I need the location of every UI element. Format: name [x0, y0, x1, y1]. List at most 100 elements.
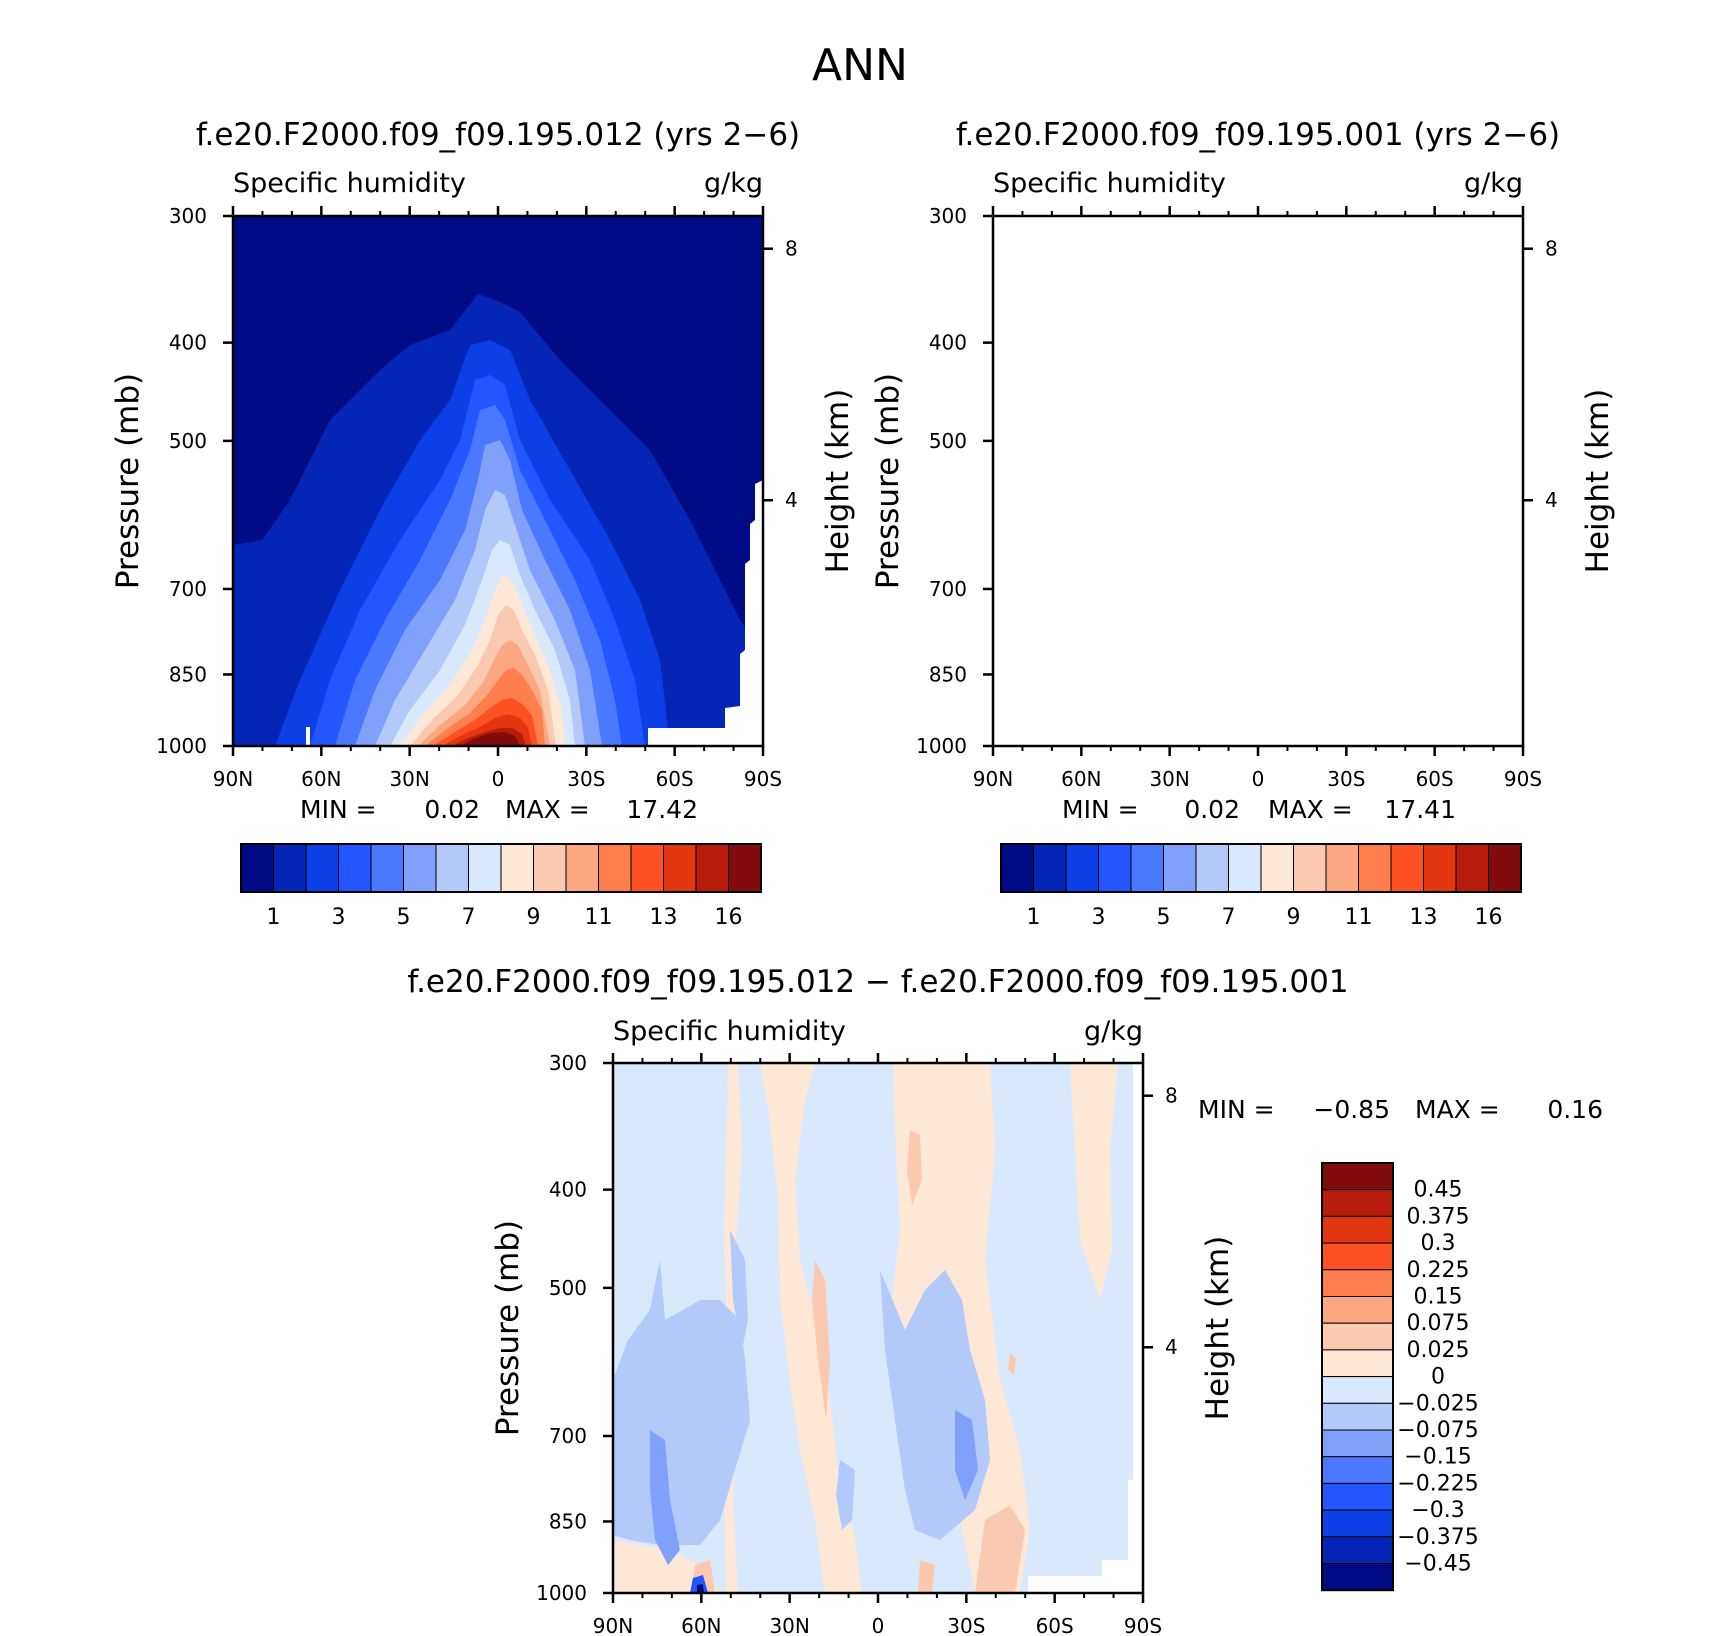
contour-band: [1135, 490, 1345, 746]
panel-3-title: f.e20.F2000.f09_f09.195.012 − f.e20.F200…: [407, 964, 1348, 1000]
colorbar-label: 16: [715, 905, 743, 930]
colorbar-label: −0.075: [1397, 1418, 1478, 1443]
colorbar-swatch: [403, 843, 437, 893]
colorbar-swatch: [1098, 843, 1132, 893]
colorbar-swatch: [1325, 843, 1359, 893]
max-label: MAX =: [1415, 1095, 1500, 1124]
colorbar-frame: [240, 843, 762, 893]
colorbar-label: 3: [332, 905, 346, 930]
y2-axis-title: Height (km): [820, 389, 856, 574]
y-tick-label: 300: [549, 1051, 587, 1075]
x-tick-label: 90S: [1504, 767, 1542, 791]
contour-band: [1185, 668, 1305, 746]
colorbar-swatch: [500, 843, 534, 893]
colorbar-swatch: [1130, 843, 1164, 893]
contour-band: [1160, 575, 1325, 746]
contour-band: [1035, 340, 1430, 746]
colorbar-swatch: [1033, 843, 1067, 893]
colorbar-frame: [1321, 1162, 1394, 1592]
contour-band: [650, 1430, 680, 1565]
contour-band: [955, 1410, 978, 1500]
contour-band: [760, 1063, 862, 1593]
y2-tick-label: 4: [1165, 1335, 1178, 1359]
x-tick-label: 90S: [744, 767, 782, 791]
colorbar-swatch: [663, 843, 697, 893]
contour-band: [918, 1560, 935, 1593]
y-tick-label: 1000: [156, 734, 207, 758]
colorbar-swatch: [728, 843, 762, 893]
contour-band: [907, 1130, 922, 1205]
colorbar-swatch: [1321, 1429, 1394, 1458]
colorbar-swatch: [695, 843, 729, 893]
min-value: 0.02: [424, 795, 480, 824]
panel-2: f.e20.F2000.f09_f09.195.001 (yrs 2−6) Sp…: [956, 117, 1560, 748]
min-value: −0.85: [1313, 1095, 1390, 1124]
x-tick-label: 60S: [656, 767, 694, 791]
y-tick-label: 500: [549, 1276, 587, 1300]
x-tick-label: 60N: [681, 1614, 721, 1636]
figure-title: ANN: [812, 40, 908, 91]
colorbar-label: −0.225: [1397, 1471, 1478, 1496]
x-tick-label: 90N: [213, 767, 253, 791]
y-tick-label: 850: [549, 1509, 587, 1533]
y-tick-label: 300: [169, 204, 207, 228]
colorbar-panel-1: 1 3 5 7 9 11 13 16: [240, 843, 762, 930]
colorbar-label: 9: [527, 905, 541, 930]
colorbar-swatch: [1321, 1215, 1394, 1244]
contour-band: [1193, 698, 1298, 746]
x-tick-label: 30N: [1149, 767, 1189, 791]
panel-3: f.e20.F2000.f09_f09.195.012 − f.e20.F200…: [407, 964, 1349, 1595]
contour-band: [613, 1260, 750, 1545]
colorbar-label: 1: [1027, 905, 1041, 930]
panel-3-variable-label: Specific humidity: [613, 1016, 846, 1047]
colorbar-swatch: [1321, 1482, 1394, 1511]
contour-band: [1220, 732, 1280, 746]
colorbar-label: 0.3: [1421, 1231, 1456, 1256]
contour-band: [1070, 1063, 1118, 1300]
colorbar-label: 0: [1431, 1365, 1445, 1390]
y2-tick-label: 8: [1165, 1084, 1178, 1108]
axes-layer: 90N 60N 30N 0 30S 60S 90S300400500700850100084…: [110, 204, 1616, 1636]
contour-band: [1150, 540, 1335, 746]
y-tick-label: 850: [929, 662, 967, 686]
colorbar-swatch: [1321, 1349, 1394, 1378]
colorbar-swatch: [273, 843, 307, 893]
colorbar-swatch: [468, 843, 502, 893]
contour-band: [1070, 375, 1405, 746]
panel-2-variable-label: Specific humidity: [993, 168, 1226, 199]
colorbar-label: 0.45: [1414, 1178, 1463, 1203]
colorbar-panel-3: 0.450.3750.30.2250.150.0750.0250−0.025−0…: [1321, 1162, 1479, 1592]
colorbar-label: 5: [397, 905, 411, 930]
contour-band: [1008, 1353, 1016, 1375]
x-tick-label: 60S: [1416, 767, 1454, 791]
colorbar-frame: [1000, 843, 1522, 893]
x-tick-label: 90S: [1124, 1614, 1162, 1636]
panel-2-axes: 90N 60N 30N 0 30S 60S 90S 300 400 500 700 850 1000 8 4…: [870, 204, 1616, 824]
contour-band: [1178, 640, 1310, 746]
colorbar-label: 9: [1287, 905, 1301, 930]
y-tick-label: 300: [929, 204, 967, 228]
panel-2-title: f.e20.F2000.f09_f09.195.001 (yrs 2−6): [956, 117, 1560, 153]
x-tick-label: 0: [1252, 767, 1265, 791]
colorbar-swatch: [240, 843, 274, 893]
y-tick-label: 850: [169, 662, 207, 686]
x-tick-label: 0: [872, 1614, 885, 1636]
contour-band: [993, 216, 1523, 746]
y2-tick-label: 4: [785, 488, 798, 512]
y-axis-title: Pressure (mb): [490, 1220, 526, 1436]
colorbar-label: −0.15: [1404, 1445, 1471, 1470]
missing-data-region: [1405, 480, 1523, 746]
y-tick-label: 400: [169, 331, 207, 355]
colorbar-swatch: [305, 843, 339, 893]
colorbar-swatch: [630, 843, 664, 893]
colorbar-swatch: [1321, 1296, 1394, 1324]
colorbar-label: 1: [267, 905, 281, 930]
colorbar-swatch: [1321, 1509, 1394, 1538]
x-tick-label: 90N: [593, 1614, 633, 1636]
panel-3-axes: 90N 60N 30N 0 30S 60S 90S 300 400 500 700 850 1000 8 4…: [490, 1051, 1603, 1636]
y2-tick-label: 8: [785, 237, 798, 261]
colorbar-swatch: [1065, 843, 1099, 893]
colorbar-swatch: [1321, 1376, 1394, 1404]
x-tick-label: 60N: [1061, 767, 1101, 791]
